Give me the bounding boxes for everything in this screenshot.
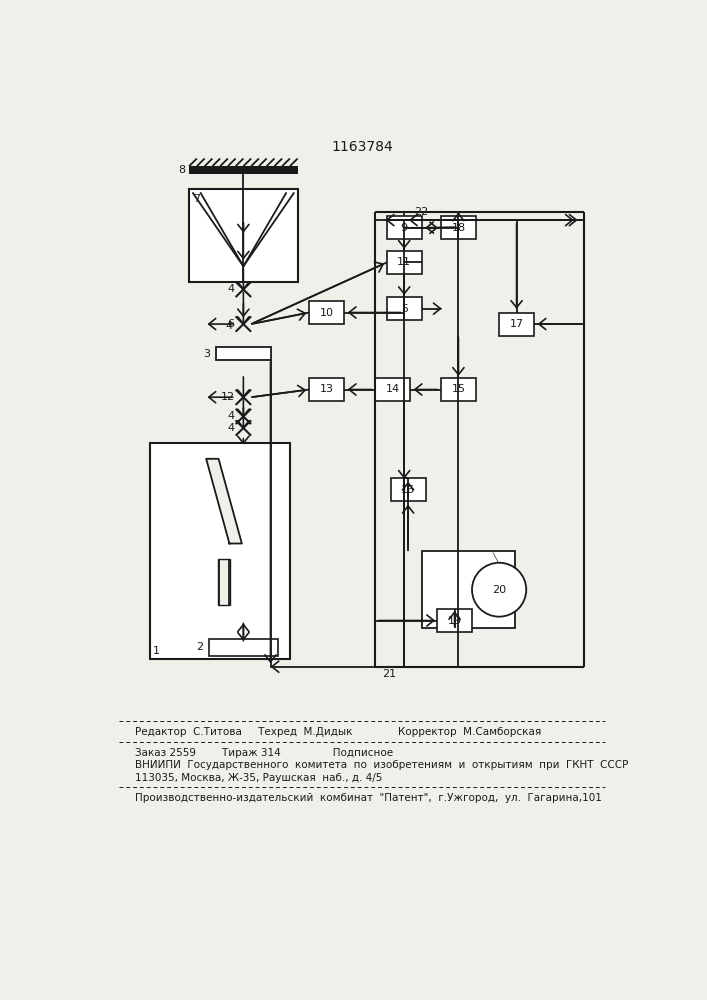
Text: 4: 4: [228, 284, 235, 294]
Text: 2: 2: [196, 642, 203, 652]
Text: 113035, Москва, Ж-35, Раушская  наб., д. 4/5: 113035, Москва, Ж-35, Раушская наб., д. …: [135, 773, 382, 783]
Bar: [391, 478, 426, 501]
Text: 21: 21: [382, 669, 396, 679]
Text: 6: 6: [228, 319, 235, 329]
Text: Заказ 2559        Тираж 314                Подписное: Заказ 2559 Тираж 314 Подписное: [135, 748, 393, 758]
Text: 10: 10: [320, 308, 334, 318]
Text: 20: 20: [492, 585, 506, 595]
Text: 12: 12: [221, 392, 235, 402]
Text: 1163784: 1163784: [331, 140, 393, 154]
Text: 13: 13: [320, 384, 334, 394]
Bar: [375, 378, 410, 401]
Bar: [151, 443, 290, 659]
Text: ВНИИПИ  Государственного  комитета  по  изобретениям  и  открытиям  при  ГКНТ  С: ВНИИПИ Государственного комитета по изоб…: [135, 760, 629, 770]
Bar: [387, 251, 421, 274]
Bar: [216, 347, 271, 360]
Text: 17: 17: [510, 319, 524, 329]
Bar: [499, 312, 534, 336]
Bar: [309, 301, 344, 324]
Text: 18: 18: [451, 223, 465, 233]
Text: Редактор  С.Титова     Техред  М.Дидык              Корректор  М.Самборская: Редактор С.Титова Техред М.Дидык Коррект…: [135, 727, 541, 737]
Text: 22: 22: [414, 207, 428, 217]
Bar: [421, 551, 515, 628]
Text: 9: 9: [401, 223, 408, 233]
Text: 4: 4: [228, 423, 235, 433]
Text: 19: 19: [448, 615, 462, 626]
Text: 16: 16: [401, 485, 415, 495]
Text: Производственно-издательский  комбинат  "Патент",  г.Ужгород,  ул.  Гагарина,101: Производственно-издательский комбинат "П…: [135, 793, 602, 803]
Bar: [309, 378, 344, 401]
Bar: [441, 378, 476, 401]
Bar: [437, 609, 472, 632]
Bar: [387, 216, 421, 239]
Text: 8: 8: [178, 165, 185, 175]
Bar: [218, 559, 230, 605]
Text: 4: 4: [226, 321, 233, 331]
Bar: [189, 166, 298, 174]
Bar: [189, 189, 298, 282]
Text: 15: 15: [452, 384, 465, 394]
Text: 14: 14: [385, 384, 399, 394]
Polygon shape: [206, 459, 242, 544]
Bar: [387, 297, 421, 320]
Text: 5: 5: [401, 304, 408, 314]
Text: 7: 7: [193, 194, 201, 204]
Text: 4: 4: [228, 411, 235, 421]
Text: 11: 11: [397, 257, 411, 267]
Text: 1: 1: [153, 646, 160, 656]
Text: ╲: ╲: [493, 553, 498, 562]
Text: 3: 3: [204, 349, 211, 359]
Circle shape: [472, 563, 526, 617]
Bar: [209, 639, 279, 656]
Bar: [441, 216, 476, 239]
